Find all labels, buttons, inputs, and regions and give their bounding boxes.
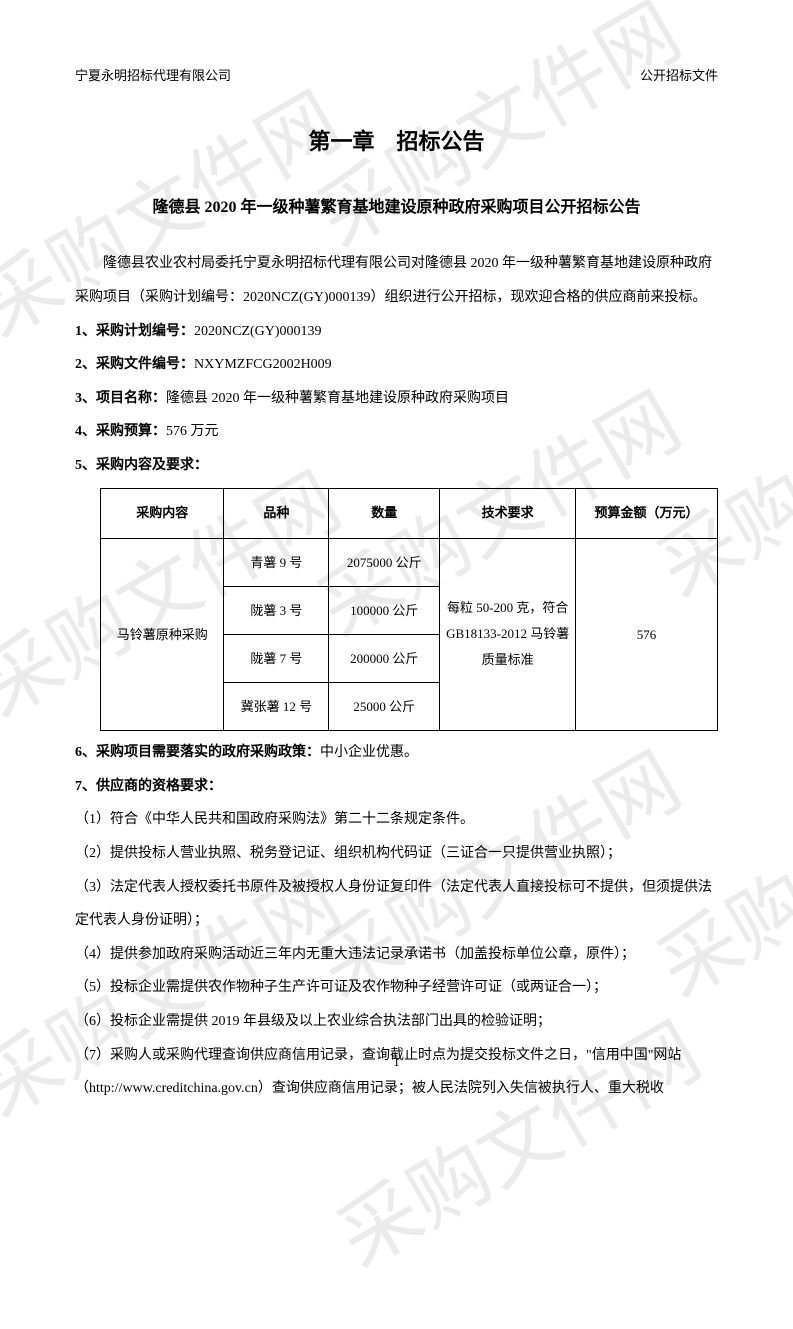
table-row: 马铃薯原种采购 青薯 9 号 2075000 公斤 每粒 50-200 克，符合…	[101, 538, 718, 586]
chapter-title: 第一章 招标公告	[75, 116, 718, 169]
item-value: 576 万元	[166, 424, 219, 439]
item-project-name: 3、项目名称：隆德县 2020 年一级种薯繁育基地建设原种政府采购项目	[75, 382, 718, 416]
item-value: NXYMZFCG2002H009	[194, 357, 332, 372]
th-quantity: 数量	[329, 488, 440, 538]
item-budget: 4、采购预算：576 万元	[75, 415, 718, 449]
th-tech: 技术要求	[440, 488, 576, 538]
cell-quantity: 2075000 公斤	[329, 538, 440, 586]
requirement-item: （2）提供投标人营业执照、税务登记证、组织机构代码证（三证合一只提供营业执照）；	[75, 837, 718, 871]
cell-variety: 陇薯 7 号	[224, 634, 329, 682]
sub-title: 隆德县 2020 年一级种薯繁育基地建设原种政府采购项目公开招标公告	[75, 189, 718, 227]
cell-variety: 冀张薯 12 号	[224, 683, 329, 731]
item-value: 2020NCZ(GY)000139	[194, 324, 322, 339]
cell-tech: 每粒 50-200 克，符合 GB18133-2012 马铃薯质量标准	[440, 538, 576, 731]
item-value: 中小企业优惠。	[320, 745, 418, 760]
item-plan-number: 1、采购计划编号：2020NCZ(GY)000139	[75, 315, 718, 349]
item-policy: 6、采购项目需要落实的政府采购政策：中小企业优惠。	[75, 736, 718, 770]
page-number: 1	[0, 1046, 793, 1077]
th-budget: 预算金额（万元）	[576, 488, 718, 538]
th-variety: 品种	[224, 488, 329, 538]
page-header: 宁夏永明招标代理有限公司 公开招标文件	[75, 60, 718, 91]
requirement-item: （5）投标企业需提供农作物种子生产许可证及农作物种子经营许可证（或两证合一）；	[75, 971, 718, 1005]
cell-variety: 青薯 9 号	[224, 538, 329, 586]
header-left: 宁夏永明招标代理有限公司	[75, 60, 231, 91]
intro-paragraph: 隆德县农业农村局委托宁夏永明招标代理有限公司对隆德县 2020 年一级种薯繁育基…	[75, 247, 718, 314]
requirement-item: （4）提供参加政府采购活动近三年内无重大违法记录承诺书（加盖投标单位公章，原件）…	[75, 938, 718, 972]
cell-budget: 576	[576, 538, 718, 731]
cell-variety: 陇薯 3 号	[224, 586, 329, 634]
item-value: 隆德县 2020 年一级种薯繁育基地建设原种政府采购项目	[166, 391, 509, 406]
cell-quantity: 200000 公斤	[329, 634, 440, 682]
cell-quantity: 100000 公斤	[329, 586, 440, 634]
procurement-table: 采购内容 品种 数量 技术要求 预算金额（万元） 马铃薯原种采购 青薯 9 号 …	[100, 488, 718, 732]
item-content-req: 5、采购内容及要求：	[75, 449, 718, 483]
table-header-row: 采购内容 品种 数量 技术要求 预算金额（万元）	[101, 488, 718, 538]
item-label: 3、项目名称：	[75, 391, 166, 406]
item-qualifications: 7、供应商的资格要求：	[75, 770, 718, 804]
item-label: 7、供应商的资格要求：	[75, 779, 222, 794]
item-label: 4、采购预算：	[75, 424, 166, 439]
item-label: 2、采购文件编号：	[75, 357, 194, 372]
item-label: 1、采购计划编号：	[75, 324, 194, 339]
cell-content: 马铃薯原种采购	[101, 538, 224, 731]
cell-quantity: 25000 公斤	[329, 683, 440, 731]
requirement-item: （1）符合《中华人民共和国政府采购法》第二十二条规定条件。	[75, 803, 718, 837]
item-doc-number: 2、采购文件编号：NXYMZFCG2002H009	[75, 348, 718, 382]
item-label: 6、采购项目需要落实的政府采购政策：	[75, 745, 320, 760]
header-right: 公开招标文件	[640, 60, 718, 91]
requirement-item: （3）法定代表人授权委托书原件及被授权人身份证复印件（法定代表人直接投标可不提供…	[75, 871, 718, 938]
requirement-item: （6）投标企业需提供 2019 年县级及以上农业综合执法部门出具的检验证明；	[75, 1005, 718, 1039]
th-content: 采购内容	[101, 488, 224, 538]
item-label: 5、采购内容及要求：	[75, 458, 208, 473]
